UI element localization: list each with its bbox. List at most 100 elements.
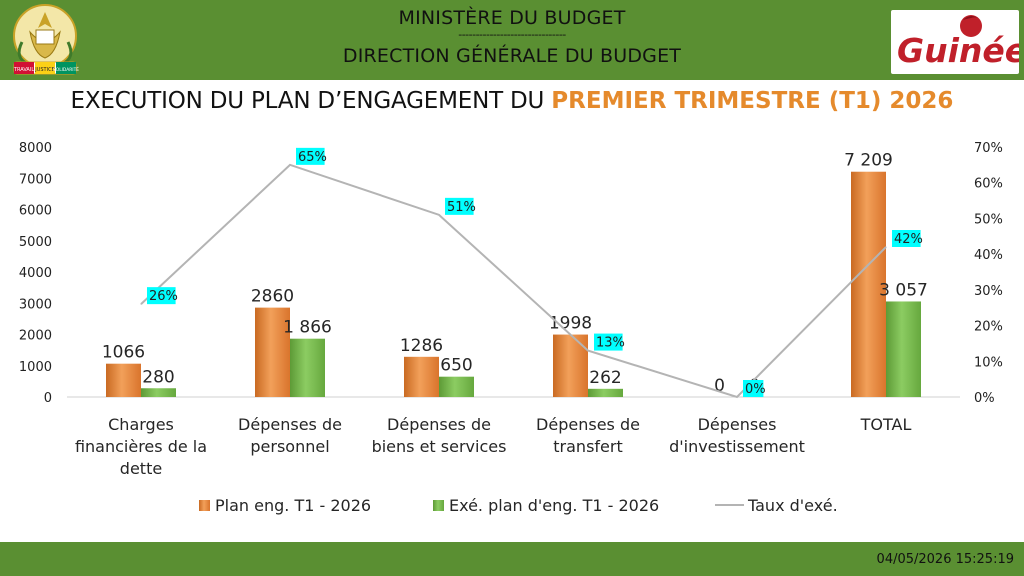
category-label-line: Dépenses de — [536, 415, 640, 434]
left-axis-tick: 4000 — [19, 266, 52, 281]
left-axis-tick: 8000 — [19, 141, 52, 156]
category-label-line: personnel — [250, 437, 329, 456]
header-titles: MINISTÈRE DU BUDGET --------------------… — [260, 0, 764, 80]
motto-center: JUSTICE — [34, 67, 55, 73]
coat-of-arms-emblem: TRAVAIL JUSTICE SOLIDARITÉ — [6, 2, 84, 78]
exec-bar — [290, 338, 325, 397]
guinee-logo-icon: Guinée — [897, 15, 1024, 70]
plan-bar — [255, 307, 290, 397]
execution-chart: 0 1000 2000 3000 4000 5000 6000 7000 8000 0% 10% 2… — [19, 141, 1003, 515]
left-axis-tick: 1000 — [19, 360, 52, 375]
page-title: EXECUTION DU PLAN D’ENGAGEMENT DU PREMIE… — [0, 86, 1024, 116]
left-axis-tick: 0 — [44, 391, 52, 406]
right-axis-tick: 30% — [974, 284, 1003, 299]
exec-value-label: 1 866 — [283, 318, 332, 338]
title-part-a: EXECUTION DU PLAN D’ENGAGEMENT DU — [70, 88, 552, 114]
rate-value-label: 51% — [447, 200, 476, 215]
category-label-line: Charges — [108, 415, 174, 434]
rate-label-bg — [594, 333, 623, 351]
rate-line: 26% 65% 51% 13% 0% 42% — [140, 147, 923, 399]
exec-bar — [886, 301, 921, 397]
exec-value-label: 3 057 — [879, 280, 928, 300]
category-label: TOTAL — [860, 415, 912, 434]
rate-point — [438, 214, 440, 216]
plan-bar — [106, 363, 141, 397]
rate-point — [736, 396, 738, 398]
left-axis-tick: 6000 — [19, 204, 52, 219]
category-label-line: dette — [120, 459, 162, 478]
rate-value-label: 0% — [745, 382, 766, 397]
exec-bar — [141, 388, 176, 397]
category-label-line: Dépenses de — [238, 415, 342, 434]
rate-value-label: 26% — [149, 289, 178, 304]
left-axis-tick: 5000 — [19, 235, 52, 250]
rate-label-bg — [445, 197, 474, 215]
direction-name: DIRECTION GÉNÉRALE DU BUDGET — [342, 45, 682, 67]
exec-bar — [439, 376, 474, 397]
category-label: Dépenses de biens et services — [372, 415, 507, 456]
category-labels: Charges financières de la dette Dépenses de… — [75, 415, 912, 478]
legend-plan-label: Plan eng. T1 - 2026 — [215, 496, 371, 515]
right-axis-tick: 60% — [974, 177, 1003, 192]
guinee-brand-logo: Guinée — [891, 10, 1024, 74]
rate-label-bg — [892, 230, 921, 247]
plan-value-label: 0 — [714, 376, 725, 396]
left-axis-tick: 7000 — [19, 172, 52, 187]
category-label-line: financières de la — [75, 437, 207, 456]
motto-left: TRAVAIL — [13, 67, 34, 73]
category-label: Dépenses de transfert — [536, 415, 640, 456]
plan-value-label: 1066 — [102, 343, 145, 363]
rate-point — [885, 246, 887, 248]
motto-right: SOLIDARITÉ — [53, 65, 79, 73]
right-axis-tick: 20% — [974, 320, 1003, 335]
category-label: Dépenses de personnel — [238, 415, 342, 456]
timestamp: 04/05/2026 15:25:19 — [876, 552, 1014, 567]
brand-text: Guinée — [897, 31, 1019, 70]
rate-value-label: 13% — [596, 336, 625, 351]
rate-value-label: 65% — [298, 150, 327, 165]
right-axis-tick: 70% — [974, 141, 1003, 156]
rate-value-label: 42% — [894, 232, 923, 247]
category-label-line: TOTAL — [860, 415, 912, 434]
legend-rate-label: Taux d'exé. — [747, 496, 838, 515]
coat-of-arms-icon: TRAVAIL JUSTICE SOLIDARITÉ — [13, 4, 79, 75]
plan-value-label: 1998 — [549, 314, 592, 334]
title-part-b: PREMIER TRIMESTRE (T1) 2026 — [551, 88, 954, 114]
exec-value-label: 650 — [440, 356, 472, 376]
rate-point — [587, 350, 589, 352]
legend-exec-swatch — [433, 500, 444, 511]
left-axis-tick: 2000 — [19, 329, 52, 344]
exec-value-label: 280 — [142, 367, 174, 387]
right-axis-tick: 10% — [974, 355, 1003, 370]
right-axis-tick: 50% — [974, 212, 1003, 227]
rate-polyline — [140, 163, 887, 399]
category-label-line: Dépenses — [698, 415, 777, 434]
plan-bar — [404, 356, 439, 397]
header-band: TRAVAIL JUSTICE SOLIDARITÉ MINISTÈRE DU … — [0, 0, 1024, 80]
rate-label-bg — [743, 380, 764, 397]
legend-plan-swatch — [199, 500, 210, 511]
plan-bar — [553, 334, 588, 397]
right-axis-tick: 0% — [974, 391, 995, 406]
exec-value-label: 262 — [589, 368, 621, 388]
right-axis-tick: 40% — [974, 248, 1003, 263]
rate-point — [289, 164, 291, 166]
category-label: Charges financières de la dette — [75, 415, 207, 478]
category-label-line: transfert — [553, 437, 622, 456]
plan-bar — [851, 171, 886, 397]
rate-label-bg — [147, 287, 176, 305]
right-axis: 0% 10% 20% 30% 40% 50% 60% 70% — [974, 141, 1003, 406]
rate-point — [140, 303, 142, 305]
plan-value-label: 2860 — [251, 287, 294, 307]
category-label-line: biens et services — [372, 437, 507, 456]
left-axis-tick: 3000 — [19, 297, 52, 312]
rate-label-bg — [296, 147, 325, 165]
plan-value-label: 1286 — [400, 336, 443, 356]
legend: Plan eng. T1 - 2026 Exé. plan d'eng. T1 -… — [199, 496, 838, 515]
header-separator: ------------------------------- — [458, 28, 566, 41]
left-axis: 0 1000 2000 3000 4000 5000 6000 7000 8000 — [19, 141, 52, 406]
ministry-name: MINISTÈRE DU BUDGET — [398, 7, 626, 29]
footer-band: 04/05/2026 15:25:19 — [0, 542, 1024, 576]
